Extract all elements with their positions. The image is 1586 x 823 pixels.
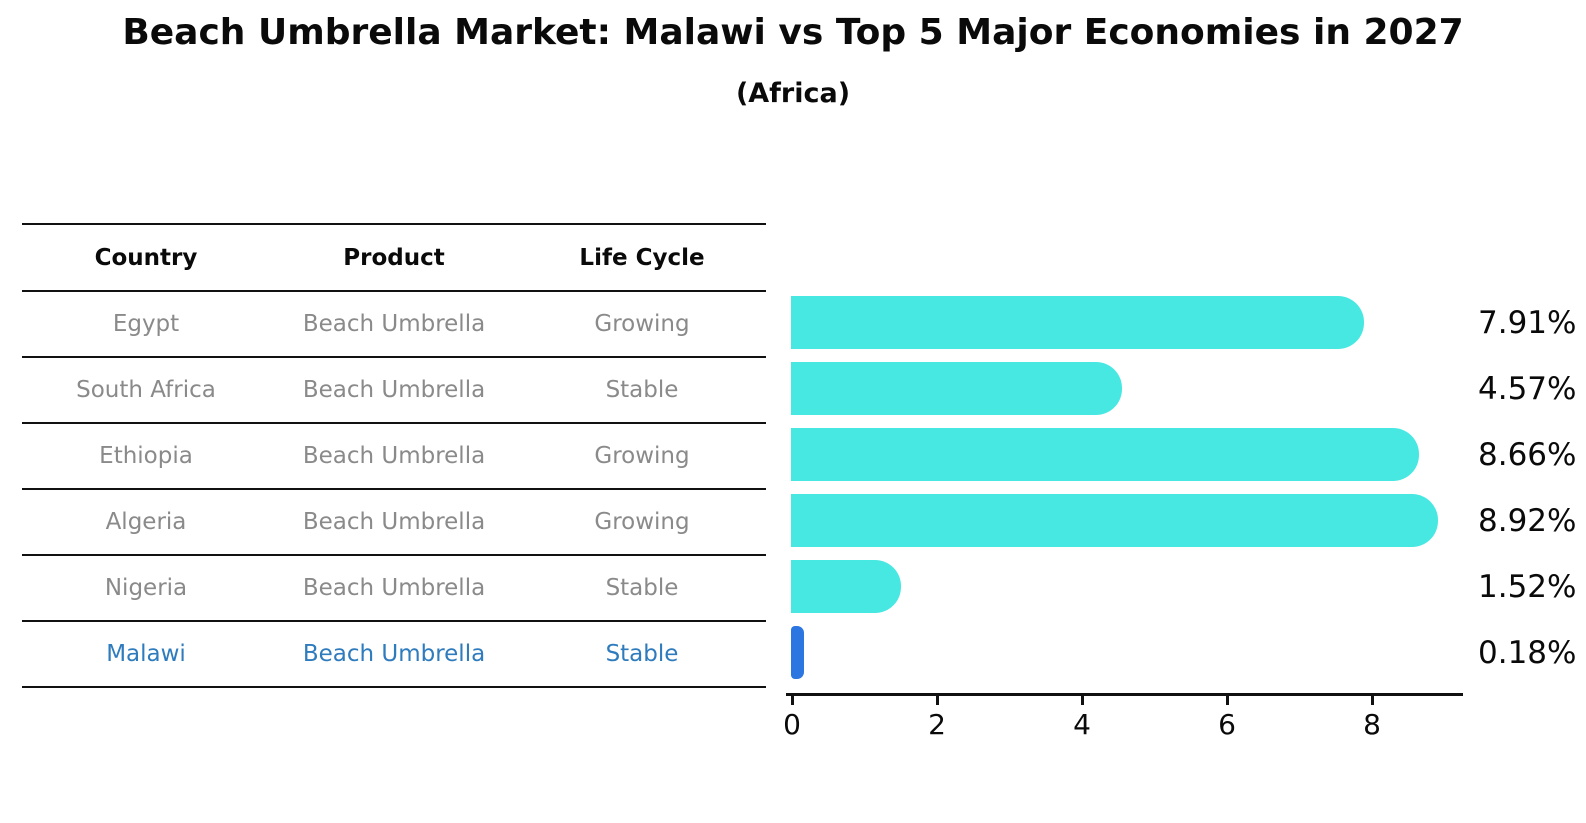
x-axis-tick: [1226, 696, 1229, 705]
x-axis-tick-label: 4: [1073, 708, 1091, 741]
table-row: South Africa Beach Umbrella Stable: [22, 358, 766, 424]
x-axis-tick: [1081, 696, 1084, 705]
value-label: 4.57%: [1478, 370, 1577, 407]
cell-life-cycle: Growing: [594, 443, 690, 469]
x-axis-tick: [936, 696, 939, 705]
cell-product: Beach Umbrella: [302, 575, 486, 601]
x-axis-tick: [1371, 696, 1374, 705]
cell-life-cycle: Stable: [605, 641, 679, 667]
cell-country: South Africa: [76, 377, 216, 403]
cell-life-cycle: Growing: [594, 311, 690, 337]
bar-nigeria: [791, 560, 902, 613]
cell-product: Beach Umbrella: [302, 641, 486, 667]
chart-title: Beach Umbrella Market: Malawi vs Top 5 M…: [122, 12, 1464, 53]
cell-product: Beach Umbrella: [302, 377, 486, 403]
table-row: Nigeria Beach Umbrella Stable: [22, 556, 766, 622]
bar-south-africa: [791, 362, 1123, 415]
value-label: 1.52%: [1478, 568, 1577, 605]
bar-ethiopia: [791, 428, 1419, 481]
x-axis-tick: [791, 696, 794, 705]
table-header-product: Product: [343, 244, 445, 271]
x-axis-tick-label: 0: [783, 708, 801, 741]
cell-country: Nigeria: [104, 575, 188, 601]
table-header-life-cycle: Life Cycle: [579, 244, 705, 271]
x-axis-line: [786, 693, 1463, 696]
cell-country: Malawi: [106, 641, 186, 667]
cell-life-cycle: Stable: [605, 377, 679, 403]
cell-country: Egypt: [112, 311, 180, 337]
cell-life-cycle: Growing: [594, 509, 690, 535]
value-label: 7.91%: [1478, 304, 1577, 341]
cell-product: Beach Umbrella: [302, 509, 486, 535]
cell-product: Beach Umbrella: [302, 443, 486, 469]
table-row: Egypt Beach Umbrella Growing: [22, 292, 766, 358]
x-axis-tick-label: 8: [1363, 708, 1381, 741]
country-table: Country Product Life Cycle Egypt Beach U…: [22, 223, 766, 688]
cell-life-cycle: Stable: [605, 575, 679, 601]
table-row: Algeria Beach Umbrella Growing: [22, 490, 766, 556]
table-header-country: Country: [94, 244, 198, 271]
bar-egypt: [791, 296, 1365, 349]
bar-algeria: [791, 494, 1438, 547]
value-label: 8.92%: [1478, 502, 1577, 539]
value-label: 8.66%: [1478, 436, 1577, 473]
x-axis-tick-label: 2: [928, 708, 946, 741]
x-axis-tick-label: 6: [1218, 708, 1236, 741]
table-row-highlighted-malawi: Malawi Beach Umbrella Stable: [22, 622, 766, 688]
chart-subtitle: (Africa): [735, 78, 851, 109]
table-header-row: Country Product Life Cycle: [22, 225, 766, 292]
cell-country: Algeria: [105, 509, 187, 535]
value-label: 0.18%: [1478, 634, 1577, 671]
bar-malawi: [791, 626, 805, 679]
cell-country: Ethiopia: [99, 443, 193, 469]
table-row: Ethiopia Beach Umbrella Growing: [22, 424, 766, 490]
cell-product: Beach Umbrella: [302, 311, 486, 337]
